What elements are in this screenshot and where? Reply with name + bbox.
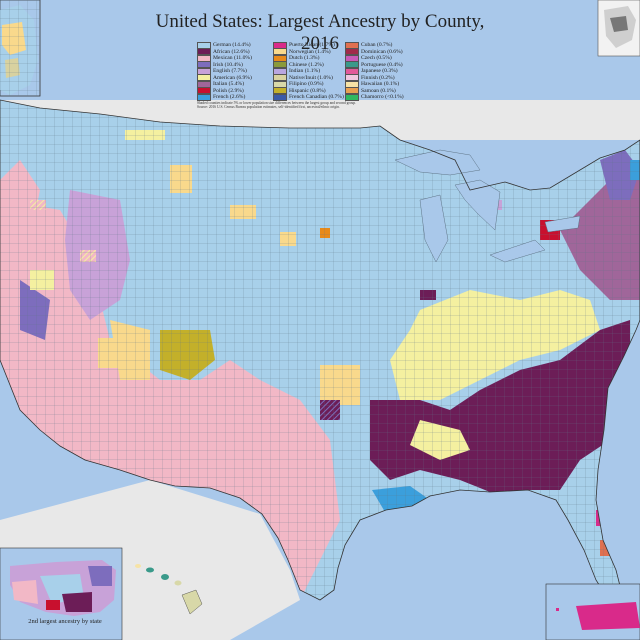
legend-label: Hispanic (0.8%) (289, 87, 326, 94)
legend-label: Hawaiian (0.1%) (361, 81, 400, 87)
legend-note-source: Source: 2016 U.S. Census Bureau populati… (197, 105, 340, 109)
great-lakes (394, 149, 581, 263)
legend-label: Dutch (1.3%) (289, 55, 320, 61)
legend-label: Finnish (0.2%) (361, 74, 395, 81)
map-title: United States: Largest Ancestry by Count… (155, 11, 485, 54)
legend-item: French (2.6%) (197, 93, 245, 101)
legend-label: French (2.6%) (213, 94, 246, 100)
legend-label: Mexican (11.0%) (213, 55, 252, 61)
legend-label: Indian (1.1%) (289, 68, 321, 74)
legend-label: Chamorro (<0.1%) (361, 94, 404, 100)
legend: German (14.4%) African (12.6%) Mexican (11… (197, 41, 423, 127)
legend-label: Dominican (0.6%) (361, 48, 403, 55)
legend-label: African (12.6%) (213, 48, 250, 55)
legend-item: French Canadian (0.7%) (273, 93, 344, 101)
inset-caption: 2nd largest ancestry by state (28, 618, 102, 625)
legend-label: Norwegian (1.4%) (289, 48, 331, 55)
legend-label: American (6.9%) (213, 74, 252, 81)
legend-label: Irish (10.4%) (213, 61, 243, 68)
legend-swatch (197, 93, 211, 101)
legend-label: Cuban (0.7%) (361, 42, 393, 48)
legend-label: Native/Inuit (1.0%) (289, 74, 333, 81)
locator-inset (597, 0, 640, 57)
second-ancestry-inset (0, 547, 123, 640)
legend-note-shading: Shaded counties indicate 5% or lower pop… (197, 101, 356, 105)
legend-label: Samoan (0.1%) (361, 87, 396, 94)
legend-label: French Canadian (0.7%) (289, 94, 344, 100)
legend-label: Polish (2.9%) (213, 87, 244, 94)
puerto-rico-inset (545, 583, 640, 640)
legend-swatch (273, 93, 287, 101)
legend-label: Czech (0.5%) (361, 55, 392, 61)
hawaii-islands (135, 564, 203, 615)
legend-swatch (345, 93, 359, 101)
legend-label: Japanese (0.3%) (361, 68, 398, 74)
us-outline (0, 99, 640, 603)
legend-label: German (14.4%) (213, 42, 251, 48)
legend-label: Puerto Rican (1.7%) (289, 42, 335, 48)
legend-label: English (7.7%) (213, 68, 247, 74)
legend-label: Chinese (1.2%) (289, 61, 324, 68)
legend-label: Portuguese (0.4%) (361, 61, 403, 68)
legend-label: Italian (5.4%) (213, 81, 245, 87)
legend-item: Chamorro (<0.1%) (345, 93, 404, 101)
alaska-inset (0, 0, 41, 97)
legend-label: Filipino (0.9%) (289, 81, 324, 87)
